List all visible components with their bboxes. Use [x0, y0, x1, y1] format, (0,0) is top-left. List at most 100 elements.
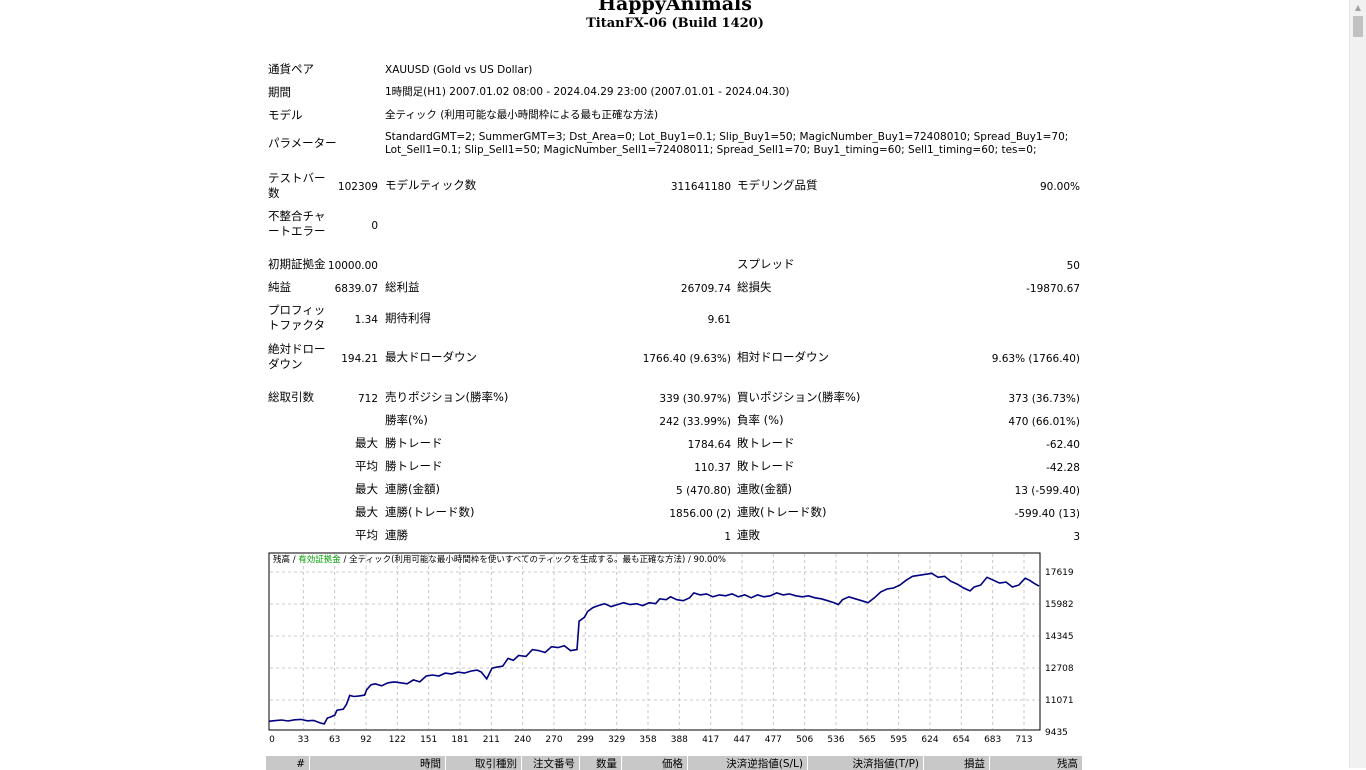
- x-tick-label: 63: [329, 735, 340, 745]
- scroll-thumb[interactable]: [1353, 16, 1363, 37]
- table-header-col: 決済逆指値(S/L): [688, 756, 808, 770]
- long-positions-value: 373 (36.73%): [1008, 393, 1080, 405]
- x-tick-label: 211: [483, 735, 500, 745]
- x-tick-label: 654: [953, 735, 970, 745]
- x-tick-label: 270: [545, 735, 562, 745]
- total-trades-value: 712: [357, 393, 378, 405]
- y-tick-label: 17619: [1045, 568, 1074, 578]
- x-tick-label: 92: [360, 735, 371, 745]
- balance-chart-svg: 0 33 63 92 122 151 181 211 240 270 299 329 358 388 417…: [268, 552, 1074, 745]
- y-tick-label: 15982: [1045, 600, 1074, 610]
- x-tick-label: 477: [765, 735, 782, 745]
- largest-loss-value: -62.40: [1046, 439, 1080, 451]
- y-tick-label: 11071: [1045, 696, 1074, 706]
- balance-chart: 0 33 63 92 122 151 181 211 240 270 299 329 358 388 417…: [268, 552, 1088, 752]
- y-tick-label: 12708: [1045, 664, 1074, 674]
- params-value: StandardGMT=2; SummerGMT=3; Dst_Area=0; …: [385, 131, 1069, 156]
- pair-label: 通貨ペア: [268, 62, 314, 76]
- gross-loss-value: -19870.67: [1026, 283, 1080, 295]
- table-header-col: 損益: [924, 756, 990, 770]
- trades-table-header: # 時間 取引種別 注文番号 数量 価格 決済逆指値(S/L) 決済指値(T/P) 損益 残高: [266, 756, 1083, 770]
- scroll-up-arrow-icon[interactable]: ▲: [1354, 3, 1362, 12]
- x-tick-label: 506: [796, 735, 813, 745]
- legend-model: 全ティック(利用可能な最小時間枠を使いすべてのティックを生成する。最も正確な方法…: [349, 555, 726, 565]
- gross-profit-value: 26709.74: [680, 283, 731, 295]
- x-tick-label: 417: [702, 735, 719, 745]
- page-title: HappyAnimals: [598, 0, 752, 15]
- x-tick-label: 536: [827, 735, 844, 745]
- legend-balance: 残高: [273, 555, 291, 565]
- max-consecutive-label: 最大: [355, 482, 378, 496]
- consec-wins-count-label: 連勝(トレード数): [385, 505, 475, 519]
- long-positions-label: 買いポジション(勝率%): [737, 390, 861, 404]
- vertical-scrollbar[interactable]: ▲: [1349, 0, 1366, 768]
- average-loss-label: 敗トレード: [737, 459, 795, 473]
- x-tick-label: 388: [671, 735, 688, 745]
- net-profit-label: 純益: [268, 280, 291, 294]
- x-tick-label: 181: [451, 735, 468, 745]
- deposit-label: 初期証拠金: [268, 257, 326, 271]
- net-profit-value: 6839.07: [334, 283, 378, 295]
- abs-drawdown-value: 194.21: [341, 353, 378, 365]
- largest-win-value: 1784.64: [687, 439, 731, 451]
- table-header-col: 時間: [310, 756, 446, 770]
- gross-profit-label: 総利益: [385, 280, 420, 294]
- consec-losses-amount-label: 連敗(金額): [737, 482, 792, 496]
- table-header-col: 取引種別: [446, 756, 522, 770]
- x-tick-label: 358: [639, 735, 656, 745]
- avg-consec-losses-value: 3: [1073, 531, 1080, 543]
- table-header-col: 価格: [622, 756, 688, 770]
- model-value: 全ティック (利用可能な最小時間枠による最も正確な方法): [385, 109, 659, 121]
- short-positions-value: 339 (30.97%): [659, 393, 731, 405]
- average-label: 平均: [355, 459, 378, 473]
- spread-value: 50: [1066, 260, 1080, 272]
- gross-loss-label: 総損失: [737, 280, 772, 294]
- expected-payoff-value: 9.61: [707, 314, 731, 326]
- x-tick-label: 447: [733, 735, 750, 745]
- x-tick-label: 0: [269, 735, 275, 745]
- average-loss-value: -42.28: [1046, 462, 1080, 474]
- params-label: パラメーター: [268, 136, 337, 150]
- bars-value: 102309: [337, 181, 378, 193]
- x-tick-label: 713: [1015, 735, 1032, 745]
- pair-value: XAUUSD (Gold vs US Dollar): [385, 64, 533, 76]
- win-rate-value: 242 (33.99%): [659, 416, 731, 428]
- ticks-value: 311641180: [670, 181, 731, 193]
- max-consecutive-count-label: 最大: [355, 505, 378, 519]
- legend-equity: 有効証拠金: [298, 555, 341, 565]
- ticks-label: モデルティック数: [385, 178, 477, 192]
- x-tick-label: 565: [859, 735, 876, 745]
- total-trades-label: 総取引数: [268, 390, 314, 404]
- consec-wins-amount-label: 連勝(金額): [385, 482, 440, 496]
- largest-win-label: 勝トレード: [385, 436, 443, 450]
- period-value: 1時間足(H1) 2007.01.02 08:00 - 2024.04.29 2…: [385, 86, 790, 98]
- consec-wins-amount-value: 5 (470.80): [676, 485, 731, 497]
- consec-losses-amount-value: 13 (-599.40): [1014, 485, 1080, 497]
- abs-drawdown-label: 絶対ドローダウン: [268, 342, 326, 371]
- legend-separator: /: [340, 555, 350, 565]
- short-positions-label: 売りポジション(勝率%): [385, 390, 509, 404]
- x-tick-label: 122: [389, 735, 406, 745]
- largest-label: 最大: [355, 436, 378, 450]
- deposit-value: 10000.00: [327, 260, 378, 272]
- bars-label: テストバー数: [268, 171, 326, 200]
- x-tick-label: 683: [984, 735, 1001, 745]
- consec-wins-count-value: 1856.00 (2): [669, 508, 731, 520]
- avg-consec-wins-value: 1: [724, 531, 731, 543]
- mismatch-label: 不整合チャートエラー: [268, 209, 326, 238]
- table-header-col: 残高: [990, 756, 1083, 770]
- quality-label: モデリング品質: [737, 178, 818, 192]
- chart-plot-area: [268, 552, 1041, 731]
- model-label: モデル: [268, 108, 303, 122]
- mismatch-value: 0: [371, 220, 378, 232]
- table-header-col: 数量: [580, 756, 622, 770]
- x-tick-label: 595: [890, 735, 907, 745]
- quality-value: 90.00%: [1039, 181, 1080, 193]
- profit-factor-label: プロフィットファクタ: [268, 303, 326, 332]
- chart-legend: 残高 / 有効証拠金 / 全ティック(利用可能な最小時間枠を使いすべてのティック…: [273, 555, 726, 566]
- spread-label: スプレッド: [737, 257, 795, 271]
- x-tick-label: 329: [608, 735, 625, 745]
- x-tick-label: 299: [577, 735, 594, 745]
- period-label: 期間: [268, 85, 291, 99]
- balance-series-line: [268, 572, 1040, 725]
